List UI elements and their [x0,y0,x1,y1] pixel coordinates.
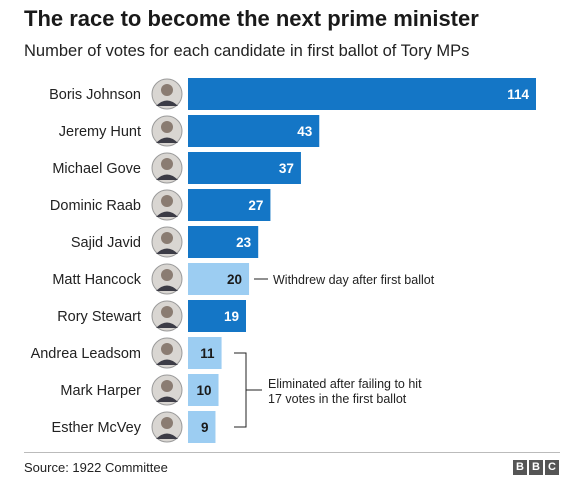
avatar-shoulders [156,359,178,365]
avatar-head [161,380,173,392]
candidate-avatar [151,374,183,406]
avatar-head [161,343,173,355]
category-label: Andrea Leadsom [31,346,141,362]
bbc-logo-letter: B [513,460,527,475]
bar [188,152,301,184]
bar [188,78,536,110]
data-label: 43 [297,124,313,139]
source-note: Source: 1922 Committee [24,460,168,475]
bbc-logo-letter: B [529,460,543,475]
data-label: 114 [507,87,529,102]
data-label: 23 [236,235,252,250]
candidate-avatar [151,226,183,258]
avatar-shoulders [156,285,178,291]
bar [188,374,219,406]
chart-title: The race to become the next prime minist… [24,6,479,31]
candidate-avatar [151,78,183,110]
avatar-head [161,306,173,318]
category-label: Dominic Raab [50,198,141,214]
annotation-line: Eliminated after failing to hit [268,377,422,391]
annotation-text: Withdrew day after first ballot [273,273,435,287]
data-label: 27 [248,198,263,213]
data-label: 9 [201,420,209,435]
footer-divider [24,452,560,453]
avatar-head [161,158,173,170]
annotation-bracket [234,352,247,428]
category-label: Sajid Javid [71,235,141,251]
bar [188,189,271,221]
category-label: Boris Johnson [49,87,141,103]
bar-chart: Boris Johnson 114 Jeremy Hunt 43 Michael Gov… [31,78,536,443]
avatar-shoulders [156,100,178,106]
bar [188,115,320,147]
data-label: 37 [279,161,294,176]
bar [188,337,222,369]
bar [188,300,246,332]
bar [188,263,250,295]
avatar-head [161,269,173,281]
candidate-avatar [151,115,183,147]
annotation-line: 17 votes in the first ballot [268,392,407,406]
avatar-shoulders [156,248,178,254]
avatar-shoulders [156,174,178,180]
avatar-shoulders [156,211,178,217]
category-label: Mark Harper [60,383,141,399]
data-label: 19 [224,309,239,324]
category-label: Rory Stewart [57,309,141,325]
bbc-logo-letter: C [545,460,559,475]
avatar-shoulders [156,396,178,402]
avatar-shoulders [156,137,178,143]
annotation-text: Eliminated after failing to hit 17 votes … [268,377,422,406]
avatar-head [161,195,173,207]
candidate-avatar [151,152,183,184]
avatar-shoulders [156,433,178,439]
avatar-head [161,232,173,244]
avatar-shoulders [156,322,178,328]
data-label: 10 [196,383,211,398]
candidate-avatar [151,337,183,369]
avatar-head [161,84,173,96]
bar [188,226,259,258]
data-label: 20 [227,272,242,287]
candidate-avatar [151,189,183,221]
avatar-head [161,121,173,133]
chart-subtitle: Number of votes for each candidate in fi… [24,42,470,60]
bbc-logo: B B C [513,460,559,475]
candidate-avatar [151,300,183,332]
candidate-avatar [151,263,183,295]
avatar-head [161,417,173,429]
category-label: Michael Gove [52,161,141,177]
category-label: Matt Hancock [52,272,141,288]
candidate-avatar [151,411,183,443]
category-label: Jeremy Hunt [59,124,141,140]
category-label: Esther McVey [52,420,142,436]
data-label: 11 [200,346,215,361]
bar [188,411,216,443]
